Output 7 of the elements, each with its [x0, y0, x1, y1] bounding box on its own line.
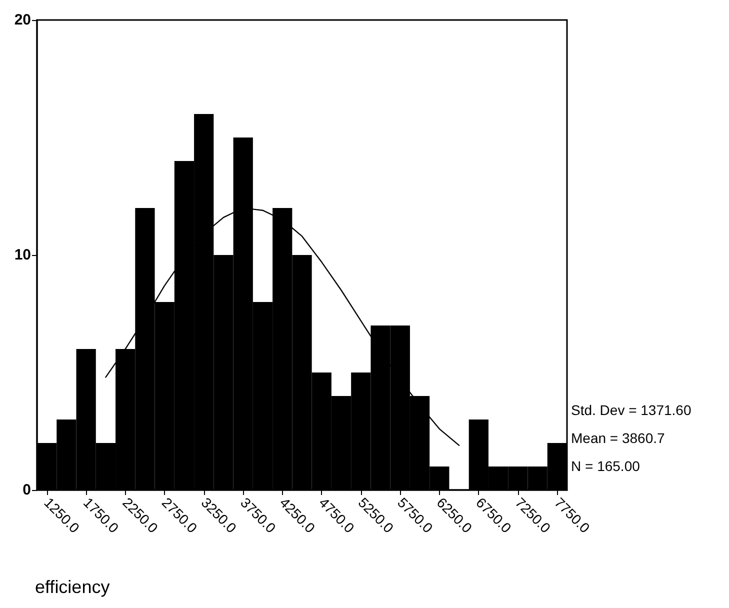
y-tick-label: 10: [14, 246, 31, 264]
y-tick-label: 20: [14, 12, 31, 28]
text: N = 165.00: [571, 458, 640, 474]
y-tick-label: 0: [22, 482, 31, 498]
text: Std. Dev = 1371.60: [571, 402, 692, 418]
text: Mean = 3860.7: [571, 430, 666, 446]
x-axis-title: efficiency: [35, 577, 110, 597]
